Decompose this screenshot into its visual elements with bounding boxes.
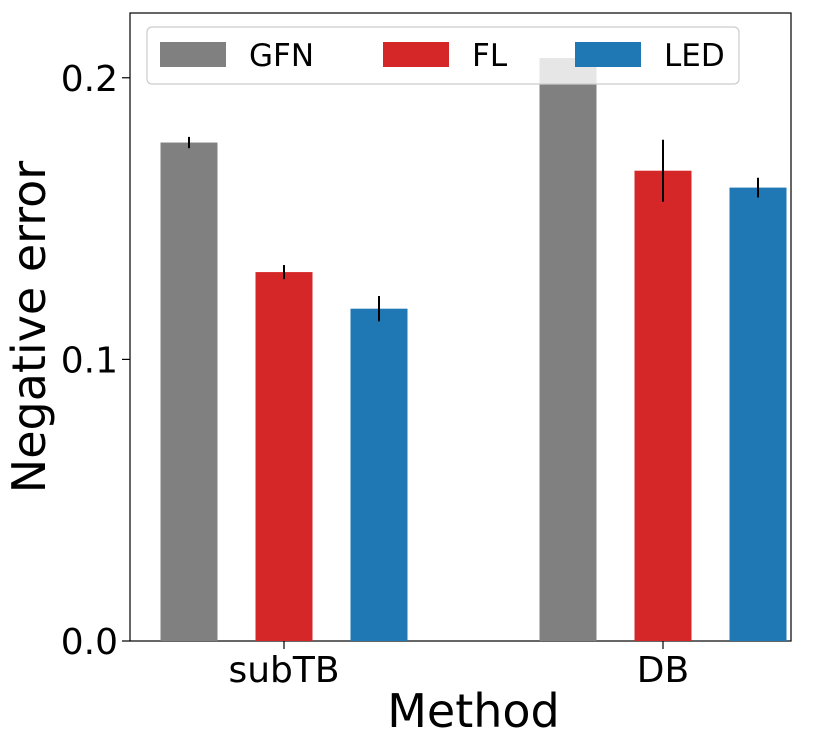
bar-gfn-subtb	[160, 142, 218, 641]
legend-swatch-led	[575, 42, 641, 67]
legend: GFN FL LED	[146, 26, 740, 85]
bar-gfn-db	[539, 58, 597, 642]
legend-label-led: LED	[664, 38, 725, 74]
y-axis: 0.0 0.1 0.2	[61, 59, 130, 663]
y-tick-label: 0.2	[61, 59, 118, 100]
y-tick-label: 0.1	[61, 340, 118, 381]
legend-swatch-fl	[383, 42, 449, 67]
bar-fl-subtb	[255, 272, 313, 641]
x-tick-label: DB	[637, 650, 689, 691]
legend-swatch-gfn	[160, 42, 226, 67]
error-bars	[188, 136, 759, 322]
legend-label-fl: FL	[472, 38, 508, 74]
y-tick-label: 0.0	[61, 622, 118, 663]
y-axis-title: Negative error	[2, 161, 56, 494]
x-axis-title: Method	[387, 684, 560, 738]
bar-led-subtb	[350, 308, 408, 641]
legend-label-gfn: GFN	[249, 38, 314, 74]
plot-area	[129, 12, 792, 642]
bars	[160, 58, 787, 642]
x-tick-label: subTB	[228, 650, 339, 691]
plot-frame	[129, 12, 792, 642]
bar-fl-db	[634, 170, 692, 641]
x-axis: subTB DB	[228, 641, 689, 691]
bar-led-db	[729, 187, 787, 641]
